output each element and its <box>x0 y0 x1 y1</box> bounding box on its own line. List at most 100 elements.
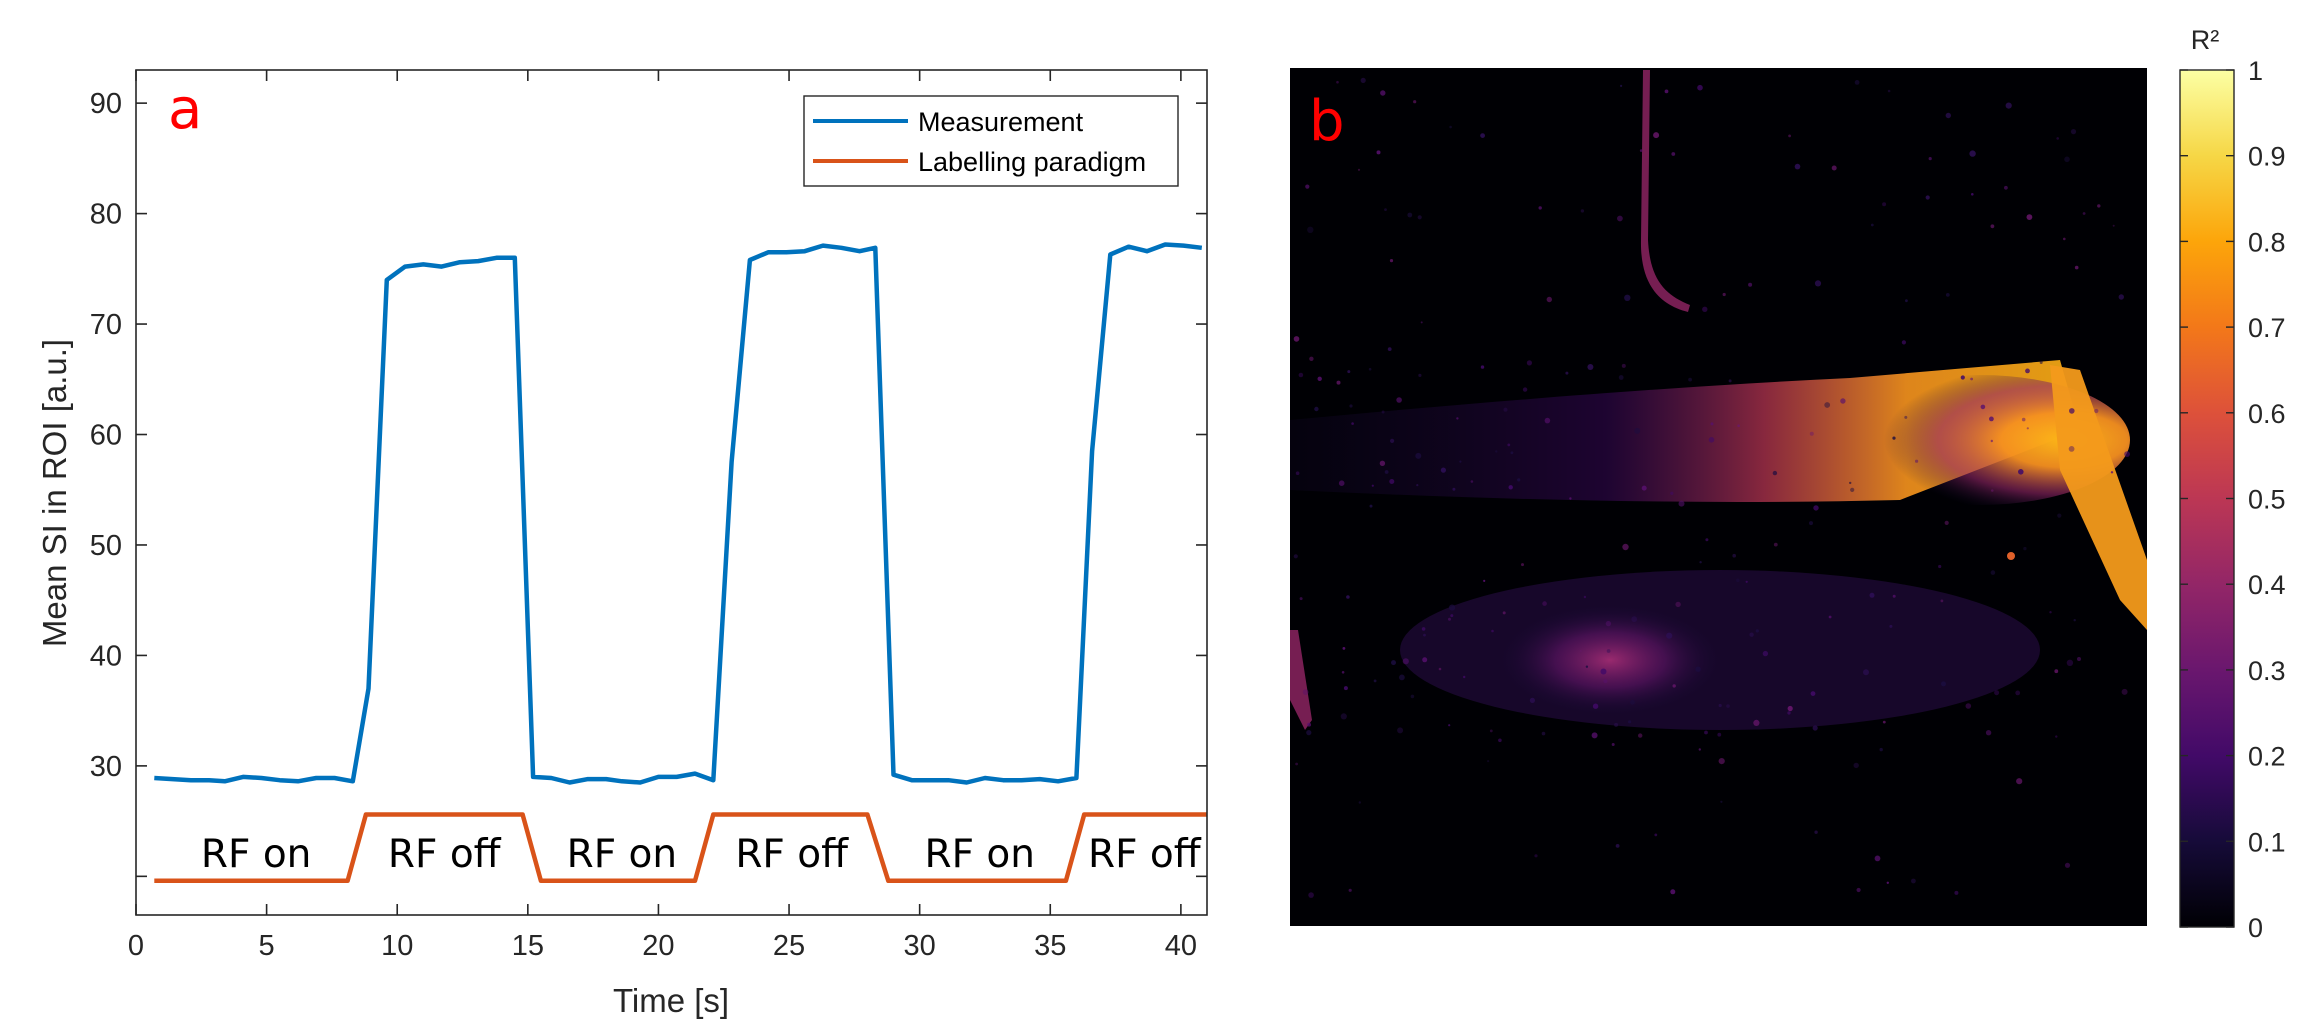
noise-speckle <box>2094 408 2099 414</box>
noise-speckle <box>1517 478 1521 482</box>
noise-speckle <box>2049 611 2052 614</box>
noise-speckle <box>1440 467 1446 473</box>
colorbar-tick-label: 0.9 <box>2248 142 2286 172</box>
y-tick-label: 30 <box>90 751 122 783</box>
y-axis-title: Mean SI in ROI [a.u.] <box>36 339 73 647</box>
noise-speckle <box>1391 660 1396 666</box>
noise-speckle <box>1787 705 1793 712</box>
noise-speckle <box>1491 629 1494 633</box>
state-label: RF off <box>1088 832 1202 877</box>
noise-speckle <box>1521 563 1524 567</box>
noise-speckle <box>1710 422 1714 426</box>
noise-speckle <box>1941 681 1946 687</box>
noise-speckle <box>1510 451 1514 455</box>
noise-speckle <box>1565 371 1569 375</box>
noise-speckle <box>1762 650 1769 657</box>
noise-speckle <box>1810 691 1816 696</box>
noise-speckle <box>1306 730 1312 736</box>
colorbar-tick-label: 0 <box>2248 913 2263 943</box>
noise-speckle <box>2026 427 2029 430</box>
noise-speckle <box>1990 439 1994 443</box>
noise-speckle <box>1971 193 1974 196</box>
noise-speckle <box>1340 713 1347 720</box>
noise-speckle <box>1380 90 1386 96</box>
noise-speckle <box>1641 485 1647 491</box>
axis-ticks: 0 5 10 15 20 25 30 35 40 30 40 50 60 70 80 90 <box>90 70 1207 962</box>
noise-speckle <box>1624 294 1631 301</box>
noise-speckle <box>1653 132 1660 139</box>
noise-speckle <box>1654 833 1658 837</box>
noise-speckle <box>1618 375 1624 380</box>
noise-speckle <box>1617 215 1623 222</box>
noise-speckle <box>1940 599 1944 603</box>
noise-speckle <box>2110 471 2114 474</box>
noise-speckle <box>1489 729 1493 733</box>
x-tick-label: 35 <box>1034 930 1066 962</box>
noise-speckle <box>1421 627 1426 631</box>
noise-speckle <box>1342 647 1346 650</box>
noise-speckle <box>1755 629 1759 633</box>
noise-speckle <box>1390 438 1395 443</box>
noise-speckle <box>1376 150 1381 155</box>
noise-speckle <box>2026 214 2033 221</box>
noise-speckle <box>1357 168 1361 171</box>
left-edge-signal <box>1290 630 1312 730</box>
noise-speckle <box>1702 306 1708 312</box>
noise-speckle <box>1336 80 1339 84</box>
noise-speckle <box>1379 460 1386 466</box>
noise-speckle <box>1358 801 1362 804</box>
noise-speckle <box>1373 679 1377 683</box>
noise-speckle <box>1336 380 1341 385</box>
noise-speckle <box>1970 377 1973 381</box>
noise-speckle <box>1483 579 1486 583</box>
noise-speckle <box>1522 387 1528 392</box>
series-line-measurement <box>154 242 1203 785</box>
noise-speckle <box>2055 735 2058 738</box>
noise-speckle <box>1736 578 1740 583</box>
noise-speckle <box>2118 294 2124 300</box>
noise-speckle <box>2082 212 2086 215</box>
noise-speckle <box>1583 595 1587 599</box>
small-hot-dot <box>2007 552 2015 560</box>
noise-speckle <box>1773 542 1778 547</box>
noise-speckle <box>1299 597 1303 601</box>
noise-speckle <box>2074 265 2079 270</box>
noise-speckle <box>1449 125 1452 129</box>
vertical-tube <box>1640 70 1690 312</box>
noise-speckle <box>1341 671 1345 674</box>
noise-speckle <box>1695 666 1701 672</box>
noise-speckle <box>1569 497 1572 500</box>
noise-speckle <box>1615 844 1620 848</box>
noise-speckle <box>1728 379 1732 383</box>
noise-speckle <box>1813 505 1819 511</box>
lower-band-hotspot <box>1500 605 1720 715</box>
noise-speckle <box>1990 224 1995 229</box>
noise-speckle <box>2064 862 2071 868</box>
colorbar-tick-label: 0.1 <box>2248 827 2286 857</box>
noise-speckle <box>1698 748 1702 751</box>
noise-speckle <box>1945 293 1950 297</box>
noise-speckle <box>1938 564 1942 569</box>
noise-speckle <box>1892 436 1896 440</box>
x-axis-title: Time [s] <box>613 982 729 1019</box>
noise-speckle <box>1503 407 1508 412</box>
noise-speckle <box>1718 758 1725 765</box>
noise-speckle <box>1587 364 1594 370</box>
noise-speckle <box>1853 762 1859 769</box>
noise-speckle <box>1399 674 1405 681</box>
noise-speckle <box>1630 699 1635 705</box>
noise-speckle <box>1726 704 1730 708</box>
noise-speckle <box>2057 513 2062 518</box>
noise-speckle <box>1369 504 1373 508</box>
noise-speckle <box>1915 459 1919 463</box>
state-label: RF off <box>735 832 849 877</box>
colorbar-tick-label: 0.7 <box>2248 313 2286 343</box>
noise-speckle <box>1720 800 1723 803</box>
noise-speckle <box>1389 259 1394 263</box>
noise-speckle <box>1452 487 1456 491</box>
noise-speckle <box>1579 650 1582 652</box>
noise-speckle <box>1925 195 1930 200</box>
noise-speckle <box>1544 417 1551 424</box>
noise-speckle <box>2064 156 2070 163</box>
